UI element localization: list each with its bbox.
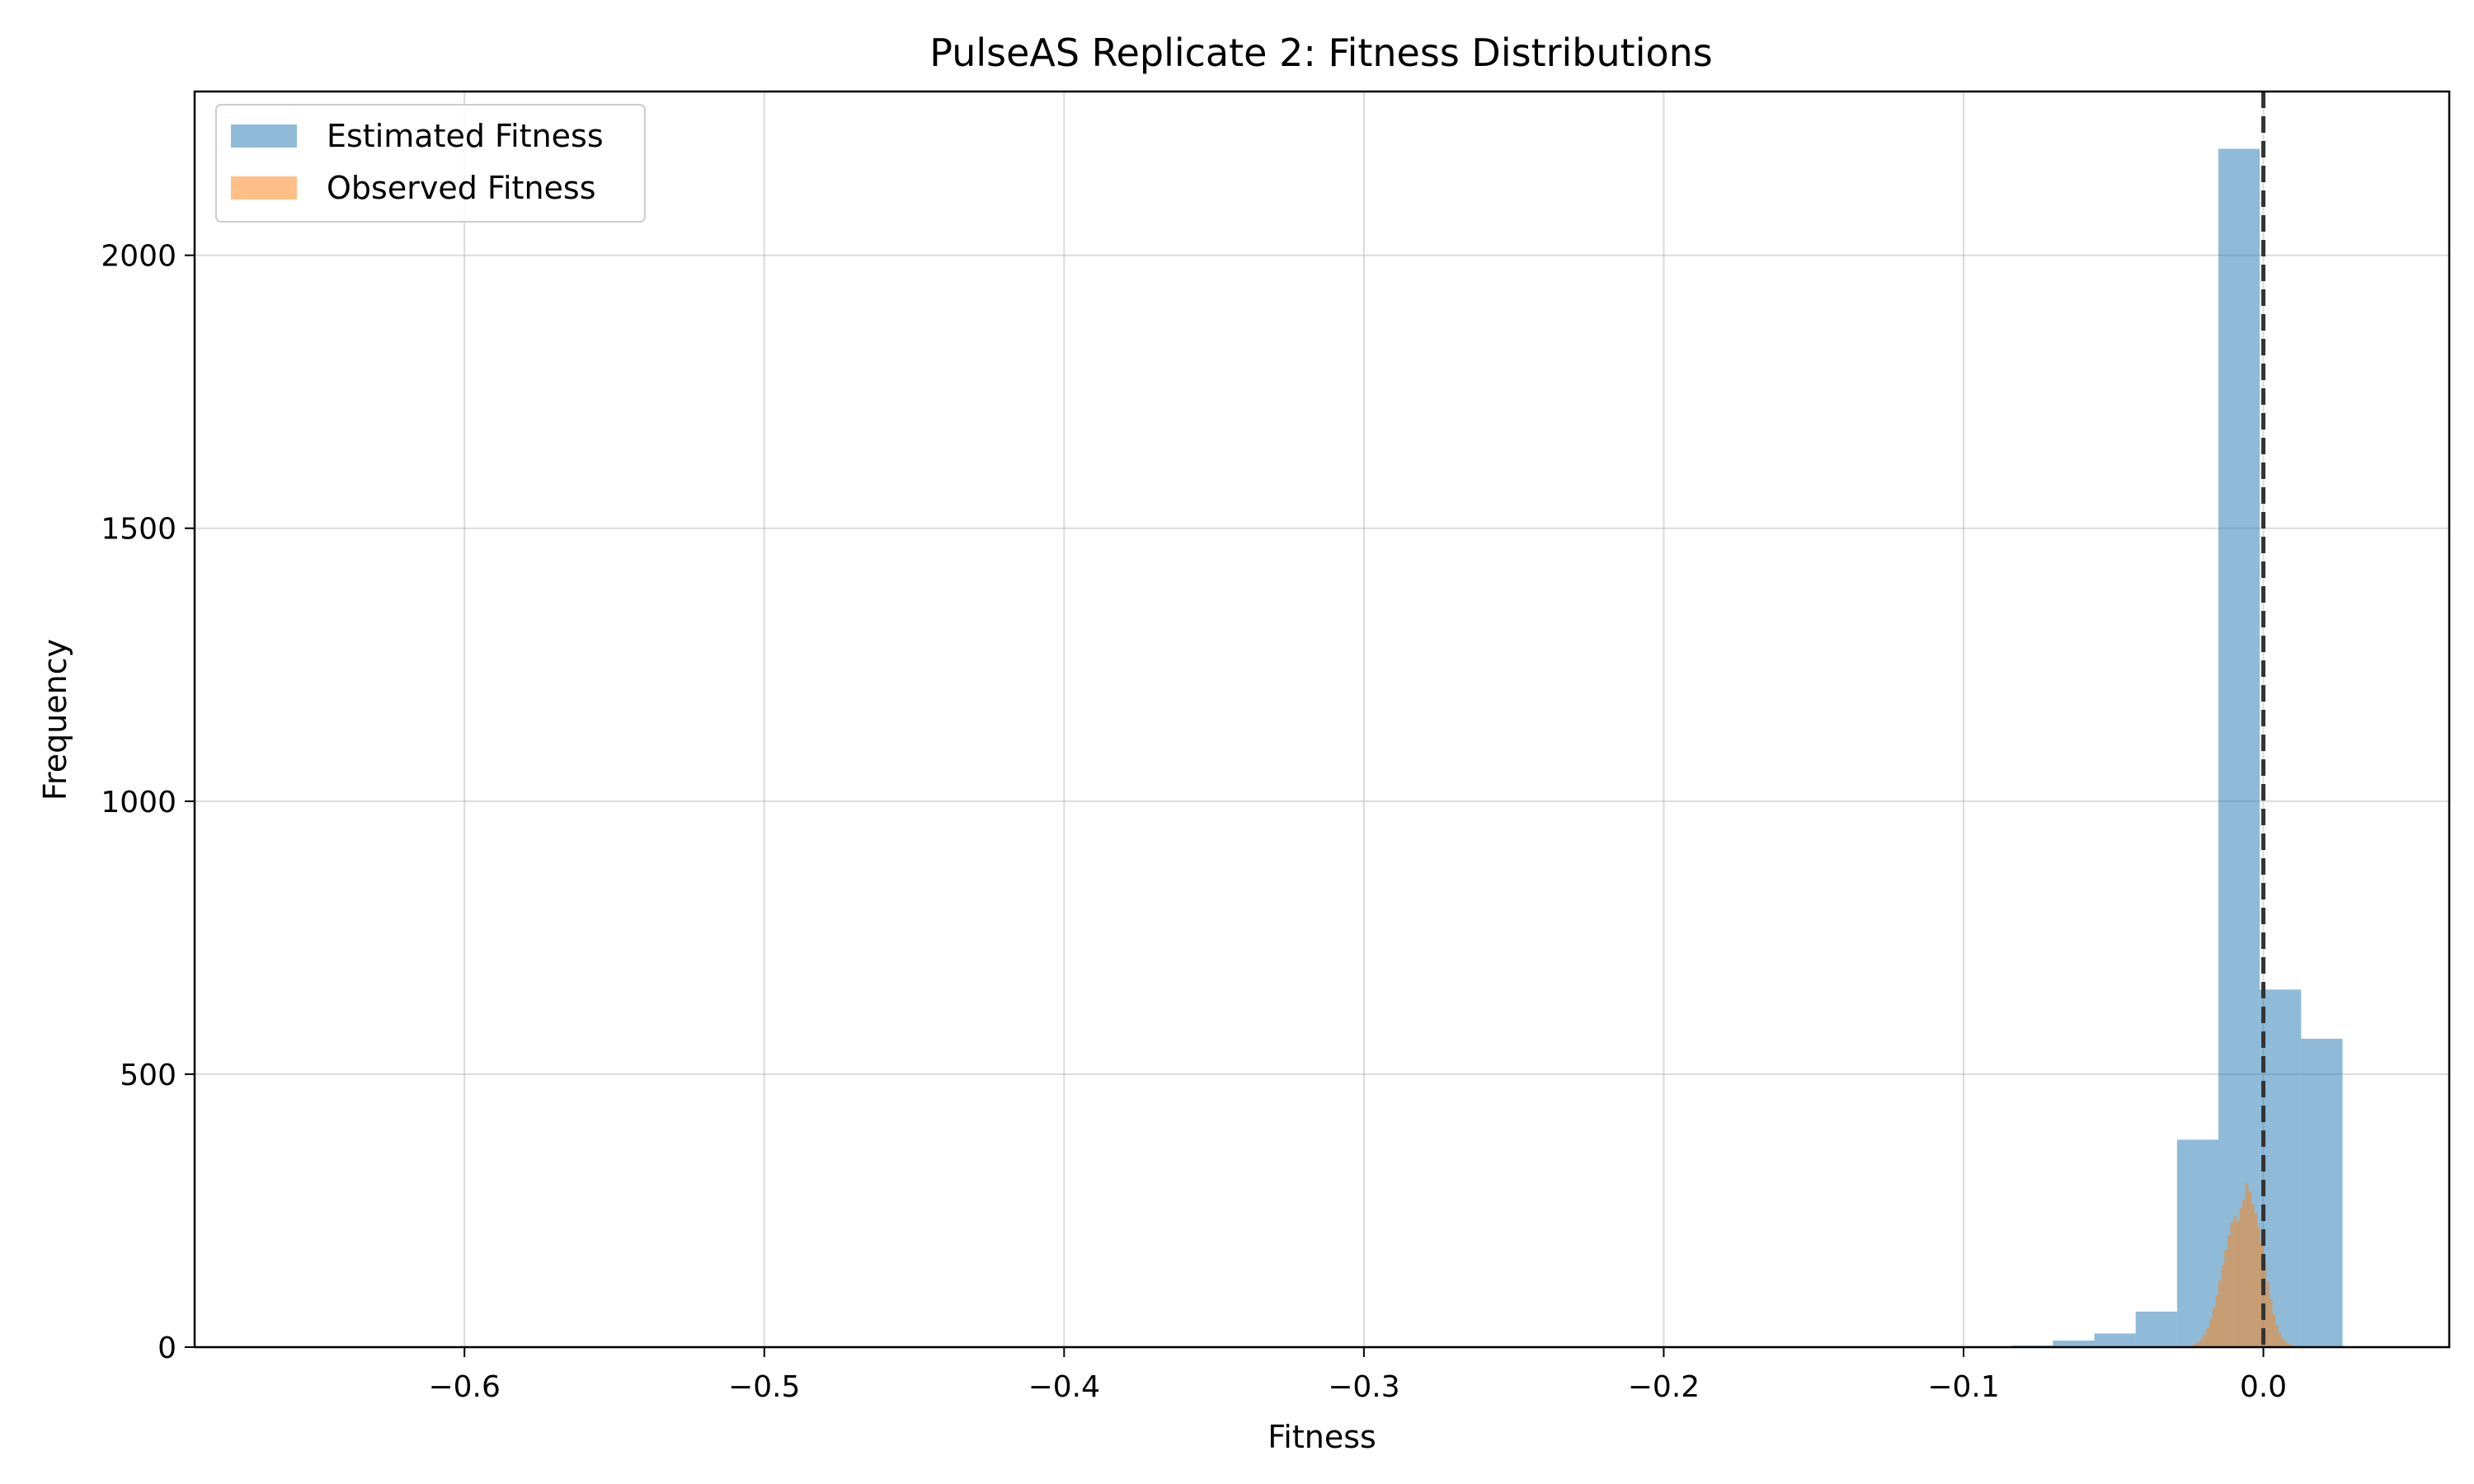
histogram-bar-observed	[2212, 1308, 2216, 1347]
histogram-bar-observed	[2215, 1295, 2219, 1347]
histogram-bar-observed	[2227, 1235, 2231, 1347]
histogram-bar-estimated	[2135, 1311, 2177, 1347]
histogram-bar-observed	[2239, 1208, 2243, 1347]
histogram-bar-observed	[2275, 1325, 2279, 1347]
histogram-bar-observed	[2284, 1341, 2288, 1347]
histogram-bar-observed	[2236, 1220, 2240, 1347]
histogram-bar-observed	[2194, 1344, 2198, 1347]
histogram-bar-observed	[2290, 1345, 2293, 1347]
y-tick-label: 1500	[101, 513, 176, 547]
histogram-bar-observed	[2197, 1341, 2201, 1347]
chart-title: PulseAS Replicate 2: Fitness Distributio…	[929, 31, 1712, 75]
y-axis-label: Frequency	[37, 639, 73, 801]
y-tick-label: 0	[158, 1331, 176, 1365]
histogram-bar-observed	[2278, 1332, 2282, 1347]
histogram-bar-estimated	[2094, 1333, 2136, 1347]
histogram-bar-observed	[2281, 1338, 2285, 1347]
histogram-bar-observed	[2260, 1243, 2264, 1347]
histogram-bar-estimated	[2176, 1139, 2219, 1347]
histogram-bar-observed	[2230, 1223, 2234, 1347]
axis-ticks: −0.6 −0.5 −0.4 −0.3 −0.2 −0.1 0.0 0 500 1000 1500 2…	[101, 240, 2287, 1404]
histogram-bar-observed	[2272, 1314, 2276, 1347]
histogram-bar-observed	[2206, 1327, 2210, 1347]
histogram-bar-observed	[2221, 1265, 2225, 1347]
x-tick-label: 0.0	[2240, 1370, 2287, 1404]
y-tick-label: 500	[120, 1059, 176, 1092]
histogram-bar-observed	[2224, 1250, 2227, 1347]
legend-swatch-estimated	[231, 124, 297, 148]
histogram-bar-estimated	[2218, 148, 2260, 1347]
x-tick-label: −0.3	[1328, 1370, 1399, 1404]
y-tick-label: 2000	[101, 240, 176, 274]
histogram-bar-estimated	[2301, 1038, 2343, 1347]
histogram-bar-observed	[2266, 1281, 2269, 1347]
legend-swatch-observed	[231, 176, 297, 200]
plot-frame	[193, 90, 2451, 1349]
histogram-bar-observed	[2251, 1204, 2255, 1347]
histogram-bar-observed	[2218, 1280, 2222, 1347]
histogram-bar-observed	[2203, 1334, 2207, 1347]
histogram-bar-observed	[2209, 1318, 2213, 1347]
histogram-bar-observed	[2287, 1344, 2291, 1347]
x-axis-label: Fitness	[1268, 1419, 1376, 1455]
histogram-bar-observed	[2257, 1227, 2260, 1347]
y-tick-label: 1000	[101, 786, 176, 819]
histogram-bar-observed	[2233, 1216, 2236, 1347]
histogram-bar-estimated	[2053, 1341, 2095, 1347]
legend-label-observed: Observed Fitness	[327, 170, 596, 206]
x-tick-label: −0.1	[1927, 1370, 1999, 1404]
x-tick-label: −0.6	[428, 1370, 500, 1404]
legend-label-estimated: Estimated Fitness	[327, 118, 604, 154]
histogram-bar-observed	[2254, 1213, 2258, 1347]
histogram-bar-observed	[2269, 1298, 2273, 1347]
histogram-bar-observed	[2245, 1183, 2249, 1347]
x-tick-label: −0.5	[728, 1370, 800, 1404]
x-tick-label: −0.2	[1628, 1370, 1700, 1404]
histogram-bar-observed	[2200, 1338, 2204, 1347]
bars	[1970, 148, 2343, 1347]
legend-box	[215, 104, 646, 223]
x-tick-label: −0.4	[1028, 1370, 1100, 1404]
histogram-bar-observed	[2248, 1191, 2252, 1347]
histogram-bar-observed	[2242, 1200, 2246, 1347]
histogram-bar-observed	[2191, 1345, 2194, 1347]
legend: Estimated Fitness Observed Fitness	[215, 104, 646, 223]
